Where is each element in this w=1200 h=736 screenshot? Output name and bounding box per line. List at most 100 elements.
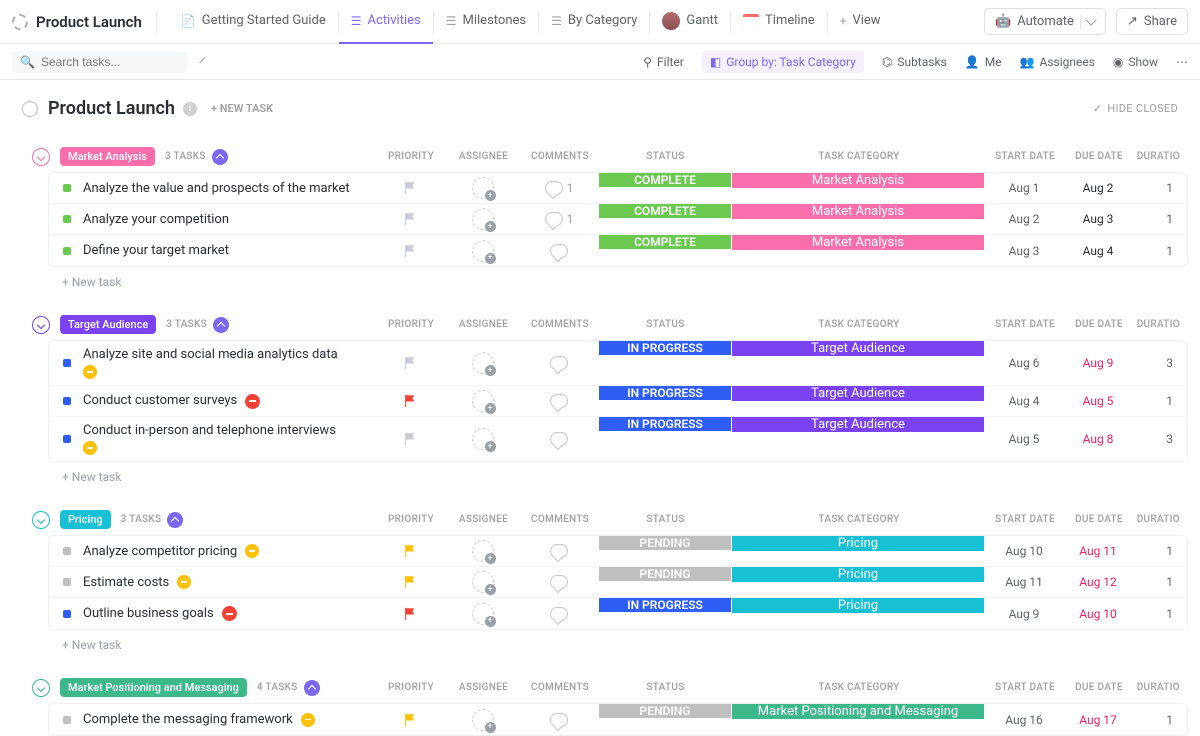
due-date-cell[interactable]: Aug 17: [1063, 713, 1133, 727]
assignee-cell[interactable]: [445, 709, 520, 731]
start-date-cell[interactable]: Aug 2: [985, 212, 1063, 226]
col-comments[interactable]: COMMENTS: [521, 682, 599, 693]
category-cell[interactable]: Pricing: [731, 536, 985, 551]
add-assignee-icon[interactable]: [472, 208, 494, 230]
add-assignee-icon[interactable]: [472, 709, 494, 731]
task-row[interactable]: Conduct in-person and telephone intervie…: [49, 417, 1187, 461]
comments-cell[interactable]: [520, 244, 598, 258]
duration-cell[interactable]: 1: [1133, 575, 1187, 589]
col-priority[interactable]: PRIORITY: [376, 319, 446, 330]
more-button[interactable]: ⋯: [1176, 55, 1188, 69]
task-title[interactable]: Conduct in-person and telephone intervie…: [83, 423, 336, 438]
col-category[interactable]: TASK CATEGORY: [732, 151, 986, 162]
group-caret-icon[interactable]: [32, 148, 50, 166]
due-date-cell[interactable]: Aug 4: [1063, 244, 1133, 258]
add-assignee-icon[interactable]: [472, 540, 494, 562]
col-comments[interactable]: COMMENTS: [521, 151, 599, 162]
assignee-cell[interactable]: [445, 390, 520, 412]
subtasks-button[interactable]: ⌬Subtasks: [882, 55, 947, 69]
comments-cell[interactable]: [520, 394, 598, 408]
col-assignee[interactable]: ASSIGNEE: [446, 151, 521, 162]
priority-cell[interactable]: [375, 432, 445, 446]
task-title[interactable]: Analyze the value and prospects of the m…: [83, 181, 350, 196]
comments-cell[interactable]: [520, 432, 598, 446]
category-cell[interactable]: Pricing: [731, 567, 985, 582]
col-due[interactable]: DUE DATE: [1064, 151, 1134, 162]
comments-cell[interactable]: 1: [520, 181, 598, 195]
due-date-cell[interactable]: Aug 12: [1063, 575, 1133, 589]
hide-closed-button[interactable]: ✓ HIDE CLOSED: [1093, 102, 1178, 115]
show-button[interactable]: ◉Show: [1113, 55, 1158, 69]
duration-cell[interactable]: 1: [1133, 394, 1187, 408]
tab-milestones[interactable]: ☰Milestones: [434, 0, 538, 44]
start-date-cell[interactable]: Aug 4: [985, 394, 1063, 408]
duration-cell[interactable]: 1: [1133, 212, 1187, 226]
col-duration[interactable]: DURATIO: [1134, 514, 1188, 525]
tab-timeline[interactable]: Timeline: [731, 0, 827, 44]
group-label[interactable]: Market Positioning and Messaging: [60, 678, 247, 697]
col-start[interactable]: START DATE: [986, 682, 1064, 693]
col-due[interactable]: DUE DATE: [1064, 514, 1134, 525]
duration-cell[interactable]: 1: [1133, 713, 1187, 727]
task-row[interactable]: Analyze the value and prospects of the m…: [49, 173, 1187, 204]
status-cell[interactable]: PENDING: [598, 536, 731, 550]
status-cell[interactable]: PENDING: [598, 704, 731, 718]
add-assignee-icon[interactable]: [472, 571, 494, 593]
start-date-cell[interactable]: Aug 10: [985, 544, 1063, 558]
task-title[interactable]: Define your target market: [83, 243, 229, 258]
task-row[interactable]: Analyze competitor pricing PENDING Prici…: [49, 536, 1187, 567]
add-assignee-icon[interactable]: [472, 603, 494, 625]
collapse-icon[interactable]: [213, 317, 229, 333]
due-date-cell[interactable]: Aug 8: [1063, 432, 1133, 446]
category-cell[interactable]: Market Positioning and Messaging: [731, 704, 985, 719]
priority-cell[interactable]: [375, 356, 445, 370]
priority-cell[interactable]: [375, 181, 445, 195]
start-date-cell[interactable]: Aug 9: [985, 607, 1063, 621]
status-cell[interactable]: IN PROGRESS: [598, 598, 731, 612]
due-date-cell[interactable]: Aug 9: [1063, 356, 1133, 370]
collapse-icon[interactable]: [304, 680, 320, 696]
tab-getting-started[interactable]: 📄Getting Started Guide: [169, 0, 338, 44]
category-cell[interactable]: Market Analysis: [731, 204, 985, 219]
col-status[interactable]: STATUS: [599, 514, 732, 525]
col-category[interactable]: TASK CATEGORY: [732, 319, 986, 330]
task-title[interactable]: Outline business goals: [83, 606, 214, 621]
col-assignee[interactable]: ASSIGNEE: [446, 682, 521, 693]
assignee-cell[interactable]: [445, 603, 520, 625]
group-by-button[interactable]: ◧Group by: Task Category: [702, 51, 864, 73]
col-status[interactable]: STATUS: [599, 319, 732, 330]
add-assignee-icon[interactable]: [472, 390, 494, 412]
category-cell[interactable]: Target Audience: [731, 386, 985, 401]
search-box[interactable]: 🔍: [12, 51, 187, 73]
category-cell[interactable]: Target Audience: [731, 341, 985, 356]
priority-cell[interactable]: [375, 575, 445, 589]
add-assignee-icon[interactable]: [472, 352, 494, 374]
group-label[interactable]: Pricing: [60, 510, 111, 529]
col-assignee[interactable]: ASSIGNEE: [446, 514, 521, 525]
tab-activities[interactable]: ☰Activities: [339, 0, 433, 44]
start-date-cell[interactable]: Aug 6: [985, 356, 1063, 370]
priority-cell[interactable]: [375, 607, 445, 621]
task-title[interactable]: Analyze your competition: [83, 212, 229, 227]
col-duration[interactable]: DURATIO: [1134, 319, 1188, 330]
task-row[interactable]: Outline business goals IN PROGRESS Prici…: [49, 598, 1187, 629]
filter-button[interactable]: ⚲Filter: [643, 55, 684, 69]
me-button[interactable]: 👤Me: [965, 55, 1002, 69]
due-date-cell[interactable]: Aug 11: [1063, 544, 1133, 558]
col-due[interactable]: DUE DATE: [1064, 682, 1134, 693]
info-icon[interactable]: i: [183, 102, 197, 116]
category-cell[interactable]: Market Analysis: [731, 235, 985, 250]
col-priority[interactable]: PRIORITY: [376, 514, 446, 525]
share-button[interactable]: ↗ Share: [1116, 8, 1188, 35]
comments-cell[interactable]: [520, 575, 598, 589]
assignee-cell[interactable]: [445, 540, 520, 562]
comments-cell[interactable]: 1: [520, 212, 598, 226]
task-row[interactable]: Define your target market COMPLETE Marke…: [49, 235, 1187, 266]
new-task-button[interactable]: + New task: [22, 630, 1188, 660]
task-row[interactable]: Analyze site and social media analytics …: [49, 341, 1187, 386]
duration-cell[interactable]: 1: [1133, 607, 1187, 621]
status-cell[interactable]: IN PROGRESS: [598, 417, 731, 431]
due-date-cell[interactable]: Aug 10: [1063, 607, 1133, 621]
start-date-cell[interactable]: Aug 16: [985, 713, 1063, 727]
col-comments[interactable]: COMMENTS: [521, 319, 599, 330]
